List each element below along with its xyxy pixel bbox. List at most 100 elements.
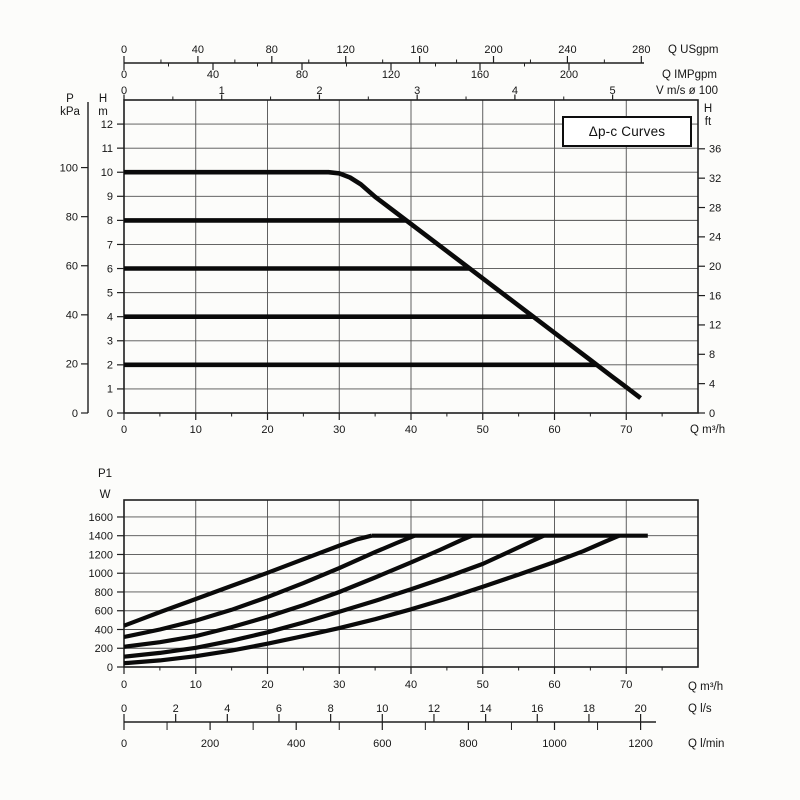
tick-label: 0 xyxy=(121,703,127,715)
tick-label: 200 xyxy=(484,44,502,56)
tick-label: 160 xyxy=(410,44,428,56)
tick-label: 8 xyxy=(709,349,715,361)
tick-label: 1000 xyxy=(542,738,566,750)
tick-label: 120 xyxy=(337,44,355,56)
tick-label: 10 xyxy=(190,424,202,436)
tick-label: 40 xyxy=(66,310,78,322)
tick-label: 4 xyxy=(224,703,230,715)
tick-label: 14 xyxy=(479,703,491,715)
grid xyxy=(124,500,698,667)
tick-label: 0 xyxy=(121,679,127,691)
tick-label: 5 xyxy=(107,287,113,299)
tick-label: 20 xyxy=(261,424,273,436)
power-curve-6m xyxy=(123,533,473,649)
tick-label: 28 xyxy=(709,202,721,214)
tick-label: 20 xyxy=(709,261,721,273)
tick-label: 0 xyxy=(107,662,113,674)
tick-label: 80 xyxy=(296,69,308,81)
tick-label: 10 xyxy=(190,679,202,691)
y-axis: 0 200 400 600 800 1000 1200 1400 1600 P1 W xyxy=(89,468,124,674)
tick-label: 50 xyxy=(477,424,489,436)
ft-axis-title: H xyxy=(704,103,712,115)
pressure-axis-title: kPa xyxy=(60,106,80,118)
tick-label: 4 xyxy=(107,311,113,323)
tick-label: 1200 xyxy=(628,738,652,750)
tick-label: 1400 xyxy=(89,531,113,543)
tick-label: 30 xyxy=(333,424,345,436)
tick-label: 80 xyxy=(66,211,78,223)
tick-label: 0 xyxy=(709,408,715,420)
tick-label: 20 xyxy=(261,679,273,691)
tick-label: 32 xyxy=(709,173,721,185)
impgpm-unit-label: Q IMPgpm xyxy=(662,69,717,81)
tick-label: 200 xyxy=(560,69,578,81)
tick-label: 0 xyxy=(121,44,127,56)
tick-label: 5 xyxy=(610,85,616,97)
axis-velocity: 0 1 2 3 4 5 V m/s ø 100 xyxy=(121,85,718,100)
tick-label: 80 xyxy=(266,44,278,56)
axis-litres-per-second: 0 2 4 6 8 10 12 14 16 18 20 Q l/s xyxy=(121,703,712,722)
tick-label: 40 xyxy=(405,424,417,436)
y-axis-title: W xyxy=(100,489,111,501)
tick-label: 24 xyxy=(709,232,721,244)
tick-label: 12 xyxy=(709,320,721,332)
tick-label: 16 xyxy=(531,703,543,715)
power-curve-4m xyxy=(123,533,545,659)
tick-label: 1000 xyxy=(89,568,113,580)
tick-label: 2 xyxy=(173,703,179,715)
tick-label: 1 xyxy=(219,85,225,97)
tick-label: 240 xyxy=(558,44,576,56)
power-curve-2m xyxy=(123,533,620,666)
litres-per-second-unit-label: Q l/s xyxy=(688,703,712,715)
tick-label: 20 xyxy=(634,703,646,715)
tick-label: 50 xyxy=(477,679,489,691)
tick-label: 20 xyxy=(66,359,78,371)
tick-label: 200 xyxy=(95,643,113,655)
tick-label: 3 xyxy=(107,336,113,348)
litres-per-minute-unit-label: Q l/min xyxy=(688,738,724,750)
tick-label: 0 xyxy=(121,738,127,750)
tick-label: 40 xyxy=(207,69,219,81)
curves xyxy=(124,169,642,400)
x-axis: 0 10 20 30 40 50 60 70 Q m³/h xyxy=(121,667,723,693)
tick-label: 11 xyxy=(102,143,113,155)
ft-axis-title: ft xyxy=(705,116,712,128)
head-flow-chart: 0 10 20 30 40 50 60 70 Q m³/h0123456789101112Hm0… xyxy=(60,44,726,436)
curves xyxy=(123,533,648,666)
velocity-unit-label: V m/s ø 100 xyxy=(656,85,718,97)
tick-label: 6 xyxy=(276,703,282,715)
tick-label: 70 xyxy=(620,424,632,436)
tick-label: 30 xyxy=(333,679,345,691)
power-curve-8m xyxy=(123,533,416,640)
tick-label: 18 xyxy=(583,703,595,715)
usgpm-unit-label: Q USgpm xyxy=(668,44,719,56)
axis-impgpm: 0 40 80 120 160 200 Q IMPgpm xyxy=(121,63,717,81)
tick-label: 10 xyxy=(376,703,388,715)
power-curve-10m xyxy=(123,533,373,628)
x-axis: 0 10 20 30 40 50 60 70 Q m³/h xyxy=(121,413,725,436)
pressure-axis-title: P xyxy=(66,93,74,105)
tick-label: 100 xyxy=(60,162,78,174)
tick-label: 2 xyxy=(316,85,322,97)
tick-label: 600 xyxy=(95,606,113,618)
x-axis-unit-label: Q m³/h xyxy=(688,681,723,693)
y-axis-title: m xyxy=(98,106,108,118)
tick-label: 16 xyxy=(709,290,721,302)
tick-label: 1600 xyxy=(89,512,113,524)
tick-label: 4 xyxy=(512,85,518,97)
tick-label: 60 xyxy=(66,261,78,273)
tick-label: 60 xyxy=(548,679,560,691)
tick-label: 9 xyxy=(107,191,113,203)
head-axis-ft: 0 4 8 12 16 20 24 28 32 36 Hft xyxy=(698,103,721,420)
tick-label: 400 xyxy=(95,624,113,636)
tick-label: 40 xyxy=(192,44,204,56)
tick-label: 0 xyxy=(121,424,127,436)
y-axis-title: P1 xyxy=(98,468,112,480)
tick-label: 4 xyxy=(709,378,715,390)
dp-c-curves-label: Δp-c Curves xyxy=(562,116,692,147)
tick-label: 70 xyxy=(620,679,632,691)
tick-label: 36 xyxy=(709,144,721,156)
